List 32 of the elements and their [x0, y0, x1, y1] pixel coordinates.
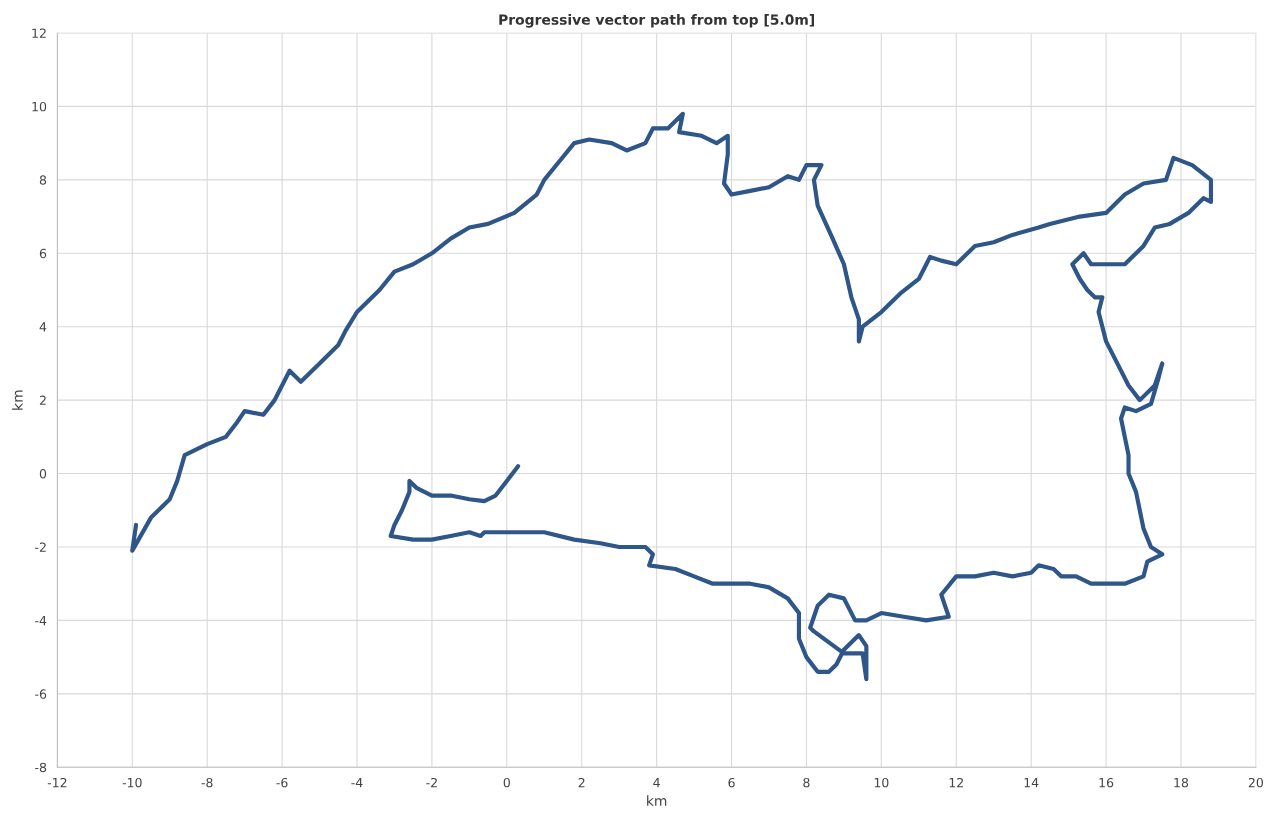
y-tick-label: 8 [39, 175, 47, 185]
y-tick-label: -6 [35, 689, 47, 699]
y-tick-label: 12 [32, 28, 46, 38]
y-tick-label: 4 [39, 322, 47, 332]
x-tick-label: 16 [1099, 777, 1114, 788]
x-tick-label: 14 [1024, 778, 1039, 788]
x-tick-label: 8 [803, 777, 810, 788]
x-tick-label: -8 [201, 777, 213, 788]
y-tick-label: -2 [35, 542, 46, 552]
x-tick-label: -4 [351, 778, 363, 788]
x-tick-label: -10 [122, 777, 142, 788]
x-tick-label: 12 [949, 777, 963, 788]
chart-title: Progressive vector path from top [5.0m] [499, 14, 814, 28]
y-tick-label: 6 [39, 248, 47, 259]
y-tick-label: 0 [39, 469, 47, 479]
x-tick-label: 20 [1248, 777, 1263, 788]
x-tick-label: -2 [426, 777, 437, 788]
y-tick-label: -4 [35, 616, 47, 626]
y-axis-title: km [12, 390, 23, 410]
x-tick-label: 0 [503, 777, 510, 788]
y-tick-label: 2 [39, 395, 46, 405]
y-tick-label: 10 [32, 101, 47, 112]
line-series [130, 111, 1214, 682]
y-tick-label: -8 [35, 762, 47, 773]
x-tick-label: 4 [653, 778, 660, 788]
x-axis-title: km [647, 795, 667, 806]
x-tick-label: 2 [578, 777, 585, 788]
x-tick-label: 18 [1174, 777, 1189, 788]
x-tick-label: 6 [728, 777, 735, 788]
x-tick-label: -12 [47, 777, 67, 788]
x-tick-label: -6 [276, 777, 288, 788]
x-tick-label: 10 [874, 777, 889, 788]
